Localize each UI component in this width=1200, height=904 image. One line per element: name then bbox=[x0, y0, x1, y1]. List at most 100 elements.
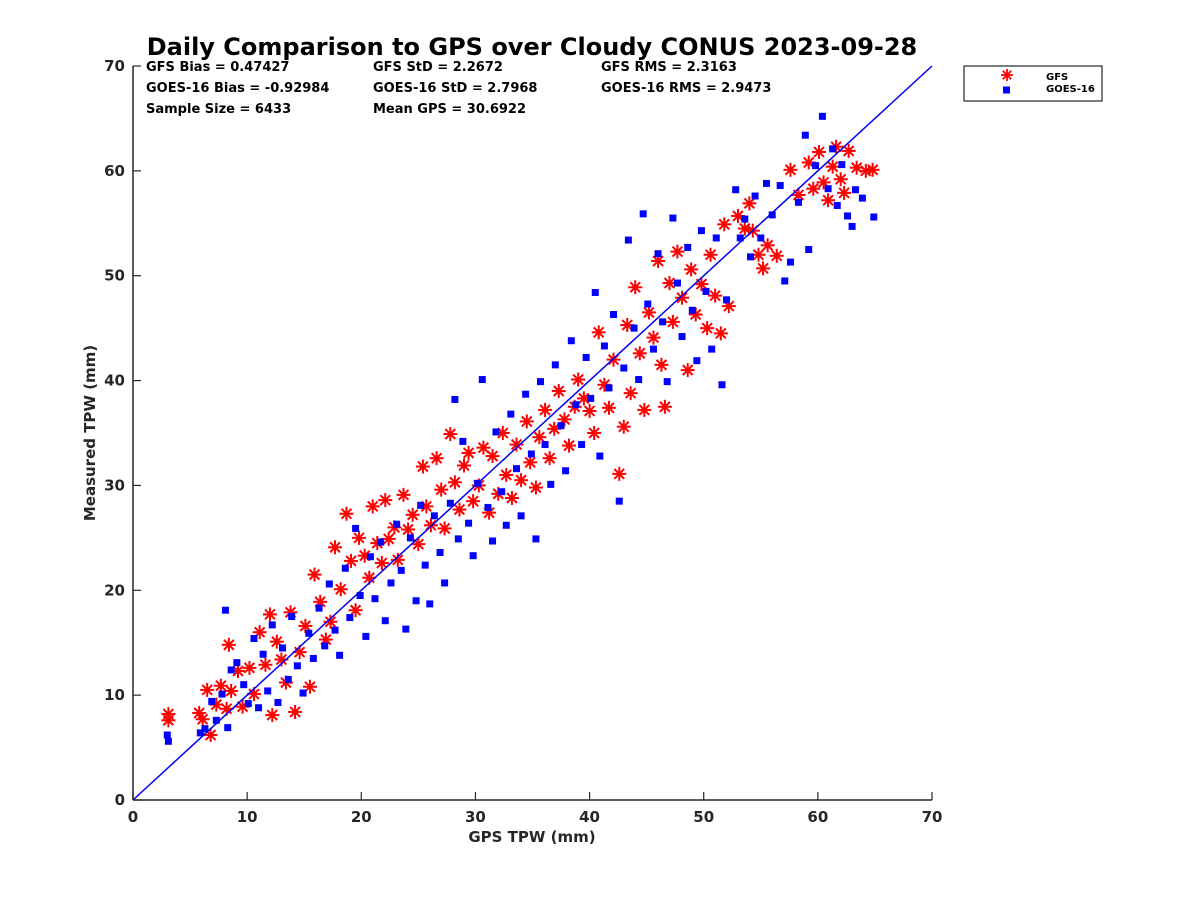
data-point bbox=[250, 635, 258, 643]
data-point bbox=[591, 288, 599, 296]
data-point bbox=[240, 681, 248, 689]
data-point bbox=[352, 530, 367, 545]
data-point bbox=[736, 234, 744, 242]
data-point bbox=[396, 487, 411, 502]
data-point bbox=[397, 566, 405, 574]
data-point bbox=[255, 704, 263, 712]
stat-text: GFS RMS = 2.3163 bbox=[601, 60, 737, 75]
data-point bbox=[446, 499, 454, 507]
data-point bbox=[713, 326, 728, 341]
data-point bbox=[675, 290, 690, 305]
data-point bbox=[562, 467, 570, 475]
data-point bbox=[315, 604, 323, 612]
data-point bbox=[651, 254, 666, 269]
data-point bbox=[288, 613, 296, 620]
data-point bbox=[684, 243, 692, 251]
data-point bbox=[381, 617, 389, 625]
data-point bbox=[635, 376, 643, 384]
y-tick-label: 50 bbox=[104, 267, 125, 285]
data-point bbox=[620, 317, 635, 332]
data-point bbox=[663, 378, 671, 386]
data-point bbox=[591, 325, 606, 340]
data-point bbox=[703, 247, 718, 262]
data-point bbox=[163, 731, 171, 739]
data-point bbox=[224, 683, 239, 698]
data-point bbox=[718, 381, 726, 389]
data-point bbox=[421, 561, 429, 569]
y-axis-label: Measured TPW (mm) bbox=[81, 345, 99, 521]
data-point bbox=[454, 535, 462, 543]
data-point bbox=[542, 451, 557, 466]
data-point bbox=[401, 522, 416, 537]
data-point bbox=[213, 678, 228, 693]
data-point bbox=[348, 603, 363, 618]
data-point bbox=[824, 185, 832, 193]
data-point bbox=[371, 595, 379, 603]
data-point bbox=[284, 675, 292, 683]
data-point bbox=[628, 280, 643, 295]
data-point bbox=[551, 384, 566, 399]
data-point bbox=[848, 222, 856, 230]
data-point bbox=[299, 689, 307, 697]
data-point bbox=[328, 540, 343, 555]
x-tick-label: 40 bbox=[579, 808, 600, 826]
data-point bbox=[485, 449, 500, 464]
x-tick-label: 70 bbox=[922, 808, 943, 826]
data-point bbox=[377, 538, 385, 546]
data-point bbox=[673, 279, 681, 287]
data-point bbox=[641, 305, 656, 320]
data-point bbox=[833, 172, 848, 187]
data-point bbox=[732, 186, 740, 194]
data-point bbox=[697, 227, 705, 235]
data-point bbox=[536, 378, 544, 386]
legend-item-goes-16: GOES-16 bbox=[1003, 84, 1095, 95]
data-point bbox=[457, 458, 472, 473]
data-point bbox=[459, 437, 467, 445]
data-point bbox=[776, 182, 784, 190]
data-point bbox=[352, 524, 360, 532]
data-point bbox=[309, 654, 317, 662]
data-point bbox=[333, 582, 348, 597]
data-point bbox=[801, 131, 809, 139]
data-point bbox=[341, 564, 349, 572]
data-point bbox=[221, 606, 229, 614]
data-point bbox=[447, 475, 462, 490]
data-point bbox=[610, 311, 618, 319]
y-tick-label: 10 bbox=[104, 686, 125, 704]
data-point bbox=[523, 455, 538, 470]
legend-marker bbox=[1001, 69, 1013, 81]
data-point bbox=[659, 318, 667, 326]
data-point bbox=[374, 556, 389, 571]
data-point bbox=[717, 217, 732, 232]
data-point bbox=[670, 244, 685, 259]
data-point bbox=[227, 666, 235, 674]
data-point bbox=[218, 690, 226, 698]
data-point bbox=[221, 637, 236, 652]
data-point bbox=[224, 724, 232, 732]
y-tick-label: 60 bbox=[104, 162, 125, 180]
data-point bbox=[492, 428, 500, 436]
data-point bbox=[478, 376, 486, 384]
data-point bbox=[825, 159, 840, 174]
data-point bbox=[812, 162, 820, 170]
data-point bbox=[557, 422, 565, 430]
data-point bbox=[578, 441, 586, 449]
data-point bbox=[258, 657, 273, 672]
data-point bbox=[509, 437, 524, 452]
data-point bbox=[794, 198, 802, 206]
data-point bbox=[244, 700, 252, 708]
data-point bbox=[678, 333, 686, 341]
data-point bbox=[818, 112, 826, 120]
data-point bbox=[259, 650, 267, 658]
data-point bbox=[654, 250, 662, 258]
axes: 0 10 20 30 40 50 60 70 0 10 20 30 40 50 60 70 bbox=[104, 57, 942, 826]
data-point bbox=[262, 607, 277, 622]
legend-box bbox=[963, 65, 1103, 102]
x-tick-label: 30 bbox=[465, 808, 486, 826]
data-point bbox=[443, 427, 458, 442]
data-point bbox=[654, 357, 669, 372]
data-point bbox=[265, 708, 280, 723]
data-marks bbox=[161, 112, 880, 745]
data-point bbox=[451, 395, 459, 403]
